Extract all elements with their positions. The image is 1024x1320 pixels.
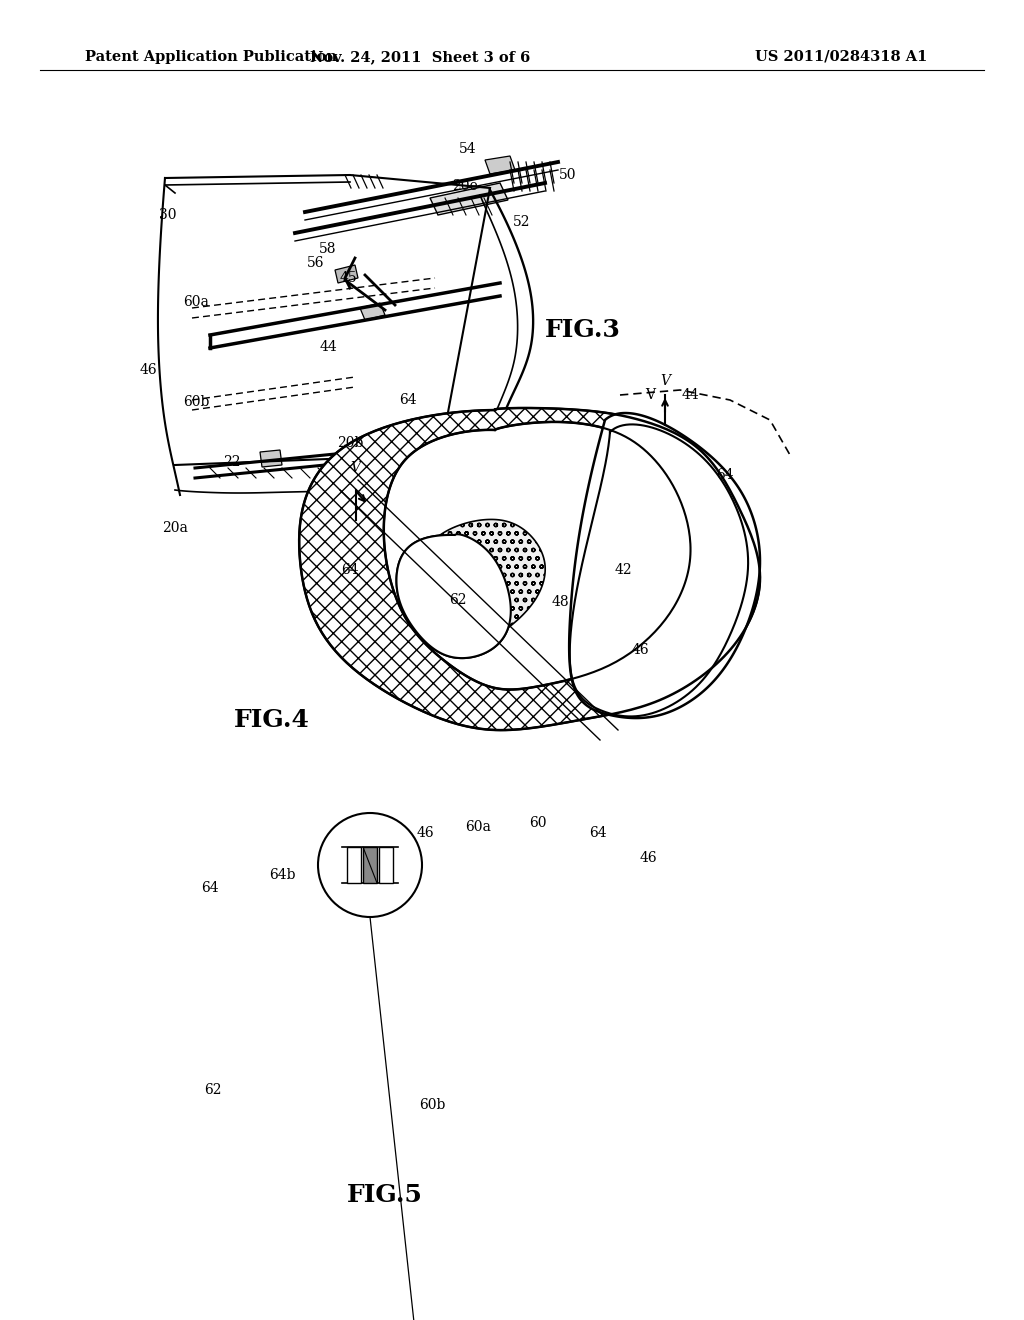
- Polygon shape: [299, 408, 760, 730]
- Text: 62: 62: [204, 1082, 222, 1097]
- Text: 46: 46: [139, 363, 157, 378]
- Text: 46: 46: [639, 851, 656, 865]
- Text: Nov. 24, 2011  Sheet 3 of 6: Nov. 24, 2011 Sheet 3 of 6: [310, 50, 530, 63]
- Text: V: V: [350, 461, 360, 475]
- Text: 42: 42: [614, 564, 632, 577]
- Text: FIG.4: FIG.4: [234, 708, 310, 733]
- Polygon shape: [360, 304, 385, 319]
- Text: 54: 54: [459, 143, 477, 156]
- Text: 60: 60: [529, 816, 547, 830]
- Text: 45: 45: [339, 271, 356, 285]
- Text: 46: 46: [416, 826, 434, 840]
- Polygon shape: [569, 413, 760, 718]
- Text: 20a: 20a: [162, 521, 188, 535]
- Text: 64: 64: [201, 880, 219, 895]
- Circle shape: [318, 813, 422, 917]
- Text: 64b: 64b: [268, 869, 295, 882]
- Text: 52: 52: [513, 215, 530, 228]
- Text: 64: 64: [399, 393, 417, 407]
- Text: FIG.5: FIG.5: [347, 1183, 423, 1206]
- Polygon shape: [384, 422, 690, 689]
- Text: US 2011/0284318 A1: US 2011/0284318 A1: [755, 50, 928, 63]
- Polygon shape: [485, 156, 515, 174]
- Text: 64: 64: [341, 564, 358, 577]
- Text: 64: 64: [589, 826, 607, 840]
- Bar: [362, 847, 377, 883]
- Bar: [347, 847, 361, 883]
- Text: 62: 62: [450, 593, 467, 607]
- Text: V: V: [645, 388, 655, 403]
- Text: 46: 46: [631, 643, 649, 657]
- Text: 48: 48: [551, 595, 568, 609]
- Bar: [379, 847, 393, 883]
- Text: 64: 64: [716, 469, 734, 482]
- Polygon shape: [424, 520, 545, 645]
- Polygon shape: [260, 450, 282, 467]
- Polygon shape: [430, 183, 508, 215]
- Text: 58: 58: [319, 242, 337, 256]
- Text: 60b: 60b: [419, 1098, 445, 1111]
- Text: 50: 50: [559, 168, 577, 182]
- Text: 44: 44: [681, 388, 698, 403]
- Text: V: V: [660, 374, 670, 388]
- Text: 56: 56: [307, 256, 325, 271]
- Text: 20e: 20e: [453, 180, 478, 193]
- Text: 20b: 20b: [337, 436, 364, 450]
- Text: 22: 22: [223, 455, 241, 469]
- Text: FIG.3: FIG.3: [545, 318, 621, 342]
- Polygon shape: [335, 265, 358, 282]
- Text: 30: 30: [160, 209, 177, 222]
- Polygon shape: [396, 535, 511, 659]
- Text: 60a: 60a: [183, 294, 209, 309]
- Text: 60b: 60b: [183, 395, 209, 409]
- Text: 60a: 60a: [465, 820, 490, 834]
- Text: Patent Application Publication: Patent Application Publication: [85, 50, 337, 63]
- Text: 44: 44: [319, 341, 337, 354]
- Polygon shape: [396, 535, 511, 659]
